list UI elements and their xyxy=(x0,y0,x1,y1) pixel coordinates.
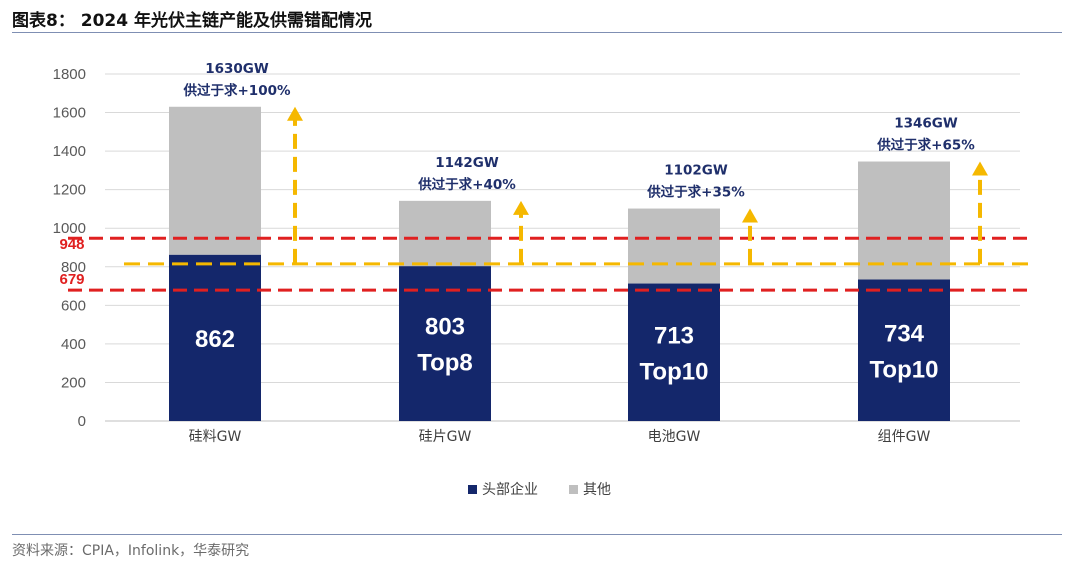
oversupply-label: 供过于求+65% xyxy=(876,137,975,154)
category-label: 硅料GW xyxy=(189,429,242,445)
bar-segment-leading xyxy=(169,254,261,421)
y-tick-label: 1200 xyxy=(53,182,86,199)
total-capacity-label: 1630GW xyxy=(205,61,269,77)
bar-value-label: 862 xyxy=(195,326,235,353)
source-divider xyxy=(12,534,1062,535)
category-label: 硅片GW xyxy=(419,429,472,445)
y-tick-label: 200 xyxy=(61,374,86,391)
reference-line-label: 948 xyxy=(59,236,84,253)
bar-segment-other xyxy=(169,106,261,255)
arrow-head xyxy=(742,208,758,223)
arrow-head xyxy=(513,200,529,215)
stacked-bar-chart: 0 200 400 600 800 1000 1200 1400 1600 1800 硅料GW 86… xyxy=(53,61,1028,498)
legend: 头部企业 其他 xyxy=(468,481,611,498)
bar-value-label: Top8 xyxy=(417,350,473,377)
legend-swatch xyxy=(468,485,477,494)
y-tick-label: 600 xyxy=(61,297,86,314)
y-tick-label: 800 xyxy=(61,259,86,276)
y-tick-label: 1000 xyxy=(53,220,86,237)
arrow-head xyxy=(972,161,988,176)
bars xyxy=(169,106,950,421)
arrows xyxy=(287,106,988,264)
y-tick-label: 1800 xyxy=(53,66,86,83)
figure-title: 图表8： 2024 年光伏主链产能及供需错配情况 xyxy=(12,11,372,31)
legend-label: 头部企业 xyxy=(482,481,538,498)
bar-segment-other xyxy=(628,208,720,284)
legend-swatch xyxy=(569,485,578,494)
source-note: 资料来源：CPIA，Infolink，华泰研究 xyxy=(12,543,250,559)
arrow-head xyxy=(287,106,303,121)
reference-line-label: 679 xyxy=(59,271,84,288)
bar-value-label: Top10 xyxy=(870,356,939,383)
title-divider xyxy=(12,32,1062,33)
y-tick-label: 1600 xyxy=(53,105,86,122)
y-tick-label: 400 xyxy=(61,336,86,353)
bar-segment-other xyxy=(858,161,950,280)
bar-segment-other xyxy=(399,200,491,267)
y-axis-ticks: 0 200 400 600 800 1000 1200 1400 1600 1800 xyxy=(53,66,86,430)
bar-segment-leading xyxy=(628,283,720,421)
bar-segment-leading xyxy=(858,279,950,421)
bar-segment-leading xyxy=(399,266,491,421)
total-capacity-label: 1346GW xyxy=(894,116,958,132)
y-tick-label: 1400 xyxy=(53,143,86,160)
oversupply-label: 供过于求+40% xyxy=(417,176,516,193)
y-tick-label: 0 xyxy=(78,413,86,430)
legend-label: 其他 xyxy=(583,482,611,498)
labels: 硅料GW 862 1630GW 供过于求+100% 硅片GW 803 Top8 1142GW 供… xyxy=(59,61,975,445)
bar-value-label: Top10 xyxy=(640,358,709,385)
oversupply-label: 供过于求+100% xyxy=(182,82,290,99)
bar-value-label: 734 xyxy=(884,320,925,347)
bar-value-label: 713 xyxy=(654,322,694,349)
category-label: 电池GW xyxy=(648,429,701,445)
total-capacity-label: 1102GW xyxy=(664,163,728,179)
total-capacity-label: 1142GW xyxy=(435,155,499,171)
category-label: 组件GW xyxy=(878,429,931,445)
bar-value-label: 803 xyxy=(425,314,465,341)
oversupply-label: 供过于求+35% xyxy=(646,184,745,201)
reference-lines xyxy=(68,236,1028,292)
